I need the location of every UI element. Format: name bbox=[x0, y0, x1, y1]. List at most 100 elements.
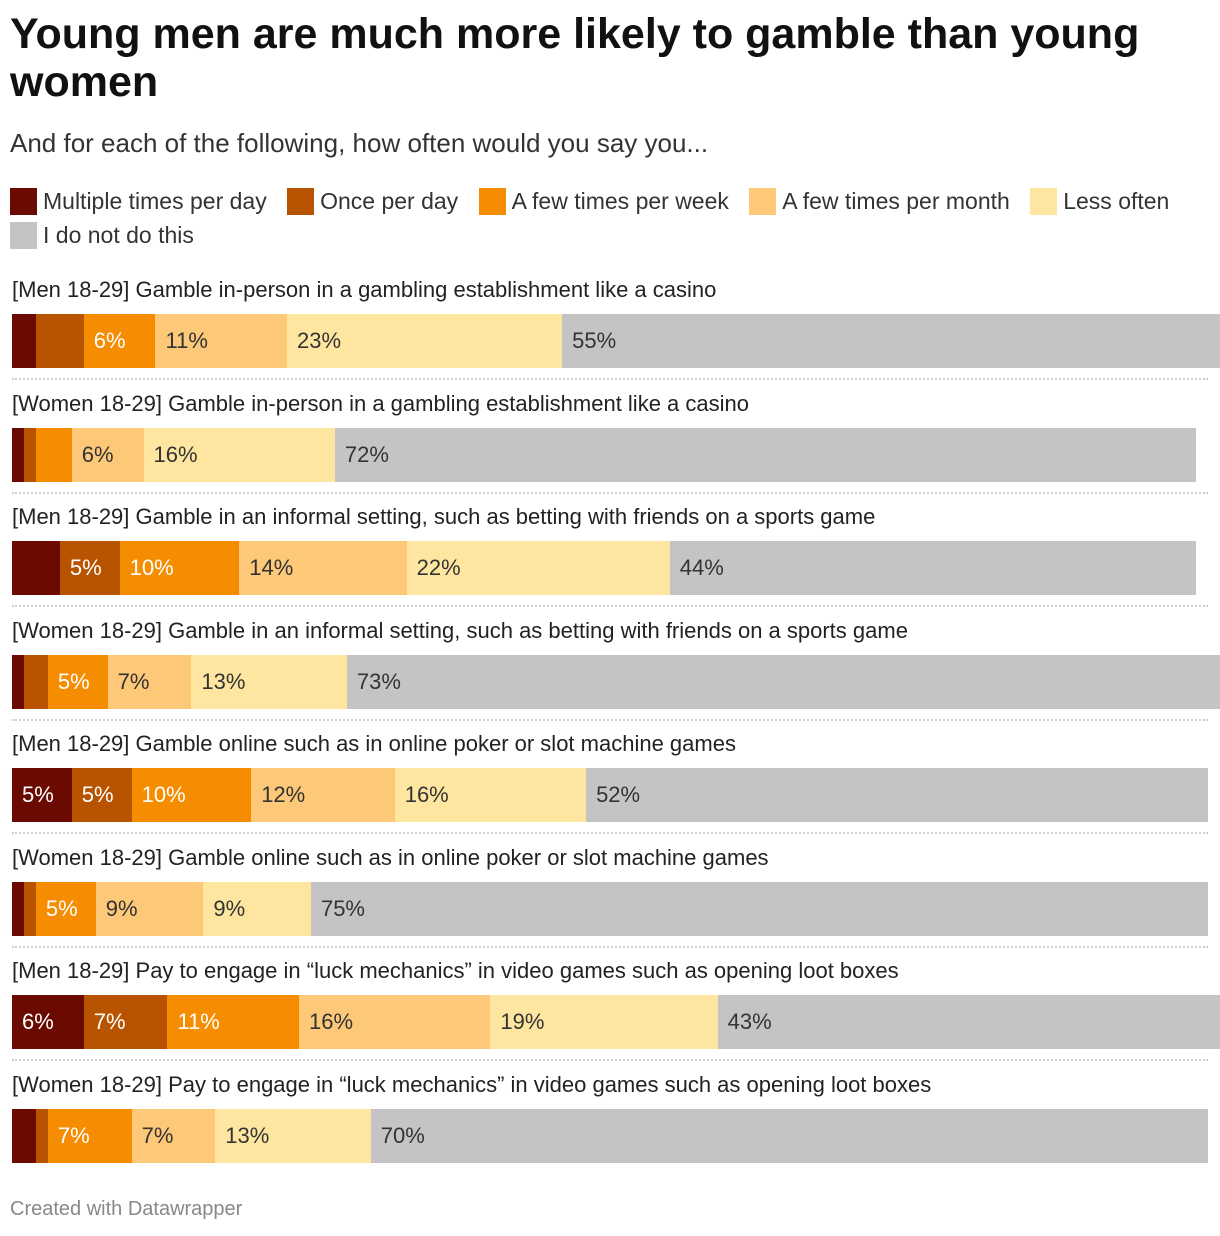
bar-segment: 5% bbox=[59, 541, 120, 595]
data-label: 9% bbox=[213, 895, 246, 921]
legend-label: Less often bbox=[1063, 188, 1170, 214]
data-label: 75% bbox=[320, 895, 365, 921]
data-label: 12% bbox=[261, 782, 306, 807]
data-label: 10% bbox=[129, 555, 174, 580]
bar-segment: 5% bbox=[71, 768, 132, 822]
data-label: 5% bbox=[45, 895, 78, 921]
stacked-bar: 6% 16% 72% bbox=[12, 427, 1196, 482]
row-label: [Men 18-29] Gamble online such as in onl… bbox=[12, 731, 736, 756]
legend-swatch bbox=[478, 188, 506, 215]
data-label: 6% bbox=[22, 1009, 54, 1034]
bar-segment: 7% bbox=[131, 1108, 216, 1163]
stacked-bar: 5% 10% 14% 22% 44% bbox=[12, 541, 1196, 595]
row-divider bbox=[12, 378, 1208, 380]
stacked-bar: 7% 7% 13% 70% bbox=[12, 1108, 1208, 1163]
legend-item: Once per day bbox=[287, 188, 459, 215]
row-label: [Women 18-29] Gamble in-person in a gamb… bbox=[12, 390, 749, 416]
bar-segment bbox=[23, 427, 36, 482]
bar-segment: 16% bbox=[143, 427, 335, 482]
bar-segment bbox=[12, 427, 24, 482]
row-label: [Men 18-29] Gamble in an informal settin… bbox=[12, 504, 876, 529]
bar-segment: 13% bbox=[191, 654, 347, 709]
stacked-bar: 6% 11% 23% 55% bbox=[12, 314, 1220, 368]
bar-segment bbox=[35, 427, 72, 482]
data-label: 7% bbox=[141, 1122, 174, 1148]
bar-segment: 11% bbox=[167, 995, 300, 1049]
legend-swatch bbox=[10, 188, 37, 215]
row-label: [Women 18-29] Gamble in an informal sett… bbox=[12, 617, 908, 643]
data-label: 11% bbox=[165, 328, 208, 353]
bar-segment: 43% bbox=[717, 995, 1220, 1049]
bar-segment: 7% bbox=[107, 654, 192, 709]
legend-item: A few times per month bbox=[749, 188, 1010, 215]
bar-segment: 16% bbox=[299, 995, 491, 1049]
row-divider bbox=[12, 945, 1208, 948]
bar-segment: 70% bbox=[370, 1108, 1208, 1163]
bar-segment bbox=[12, 1108, 36, 1163]
data-label: 14% bbox=[249, 555, 294, 580]
stacked-bar: 5% 5% 10% 12% 16% 52% bbox=[12, 768, 1208, 822]
bar-segment: 52% bbox=[586, 768, 1208, 822]
data-label: 43% bbox=[727, 1009, 772, 1034]
data-label: 22% bbox=[416, 555, 461, 580]
stacked-bar: 5% 9% 9% 75% bbox=[12, 881, 1208, 936]
bar-segment: 5% bbox=[47, 654, 108, 709]
data-label: 7% bbox=[117, 668, 150, 694]
legend-label: A few times per week bbox=[511, 188, 729, 214]
legend-label: Once per day bbox=[320, 188, 459, 214]
bar-segment: 6% bbox=[71, 427, 144, 482]
bar-segment: 6% bbox=[12, 995, 84, 1049]
data-label: 7% bbox=[57, 1122, 90, 1148]
row-label: [Women 18-29] Gamble online such as in o… bbox=[12, 844, 769, 870]
row-label: [Women 18-29] Pay to engage in “luck mec… bbox=[12, 1071, 932, 1097]
row-divider bbox=[12, 491, 1208, 494]
data-label: 7% bbox=[93, 1009, 126, 1034]
data-label: 5% bbox=[22, 782, 54, 807]
data-label: 13% bbox=[201, 668, 246, 694]
data-label: 16% bbox=[404, 782, 449, 807]
bar-segment: 5% bbox=[35, 881, 96, 936]
chart-title: Young men are much more likely to gamble… bbox=[10, 10, 1140, 106]
bar-segment bbox=[35, 314, 84, 368]
data-label: 9% bbox=[105, 895, 138, 921]
stacked-bar: 6% 7% 11% 16% 19% 43% bbox=[12, 995, 1220, 1049]
bar-segment: 7% bbox=[47, 1108, 132, 1163]
legend-swatch bbox=[1030, 188, 1058, 215]
data-label: 10% bbox=[141, 782, 186, 807]
bar-segment bbox=[12, 654, 24, 709]
data-label: 5% bbox=[69, 555, 102, 580]
stacked-bar: 5% 7% 13% 73% bbox=[12, 654, 1220, 709]
row-divider bbox=[12, 718, 1208, 721]
data-label: 44% bbox=[679, 555, 724, 580]
bar-segment: 72% bbox=[334, 427, 1196, 482]
data-label: 55% bbox=[572, 328, 617, 353]
row-label: [Men 18-29] Gamble in-person in a gambli… bbox=[12, 277, 717, 302]
bar-segment: 14% bbox=[239, 541, 407, 595]
data-label: 6% bbox=[93, 328, 126, 353]
bar-segment: 19% bbox=[490, 995, 718, 1049]
legend-item: I do not do this bbox=[10, 222, 194, 249]
chart-subtitle: And for each of the following, how often… bbox=[10, 128, 709, 158]
bar-segment: 55% bbox=[562, 314, 1220, 368]
data-label: 23% bbox=[297, 328, 342, 353]
data-label: 72% bbox=[344, 441, 389, 467]
bar-segment: 22% bbox=[406, 541, 670, 595]
data-label: 13% bbox=[225, 1122, 270, 1148]
row-divider bbox=[12, 1059, 1208, 1061]
legend-label: Multiple times per day bbox=[43, 188, 267, 214]
legend-swatch bbox=[749, 188, 777, 215]
legend-label: I do not do this bbox=[43, 222, 194, 248]
bar-segment: 6% bbox=[83, 314, 156, 368]
bar-segment bbox=[12, 314, 36, 368]
bar-segment: 9% bbox=[95, 881, 204, 936]
bar-segment: 44% bbox=[669, 541, 1196, 595]
data-label: 11% bbox=[177, 1009, 220, 1034]
data-label: 16% bbox=[153, 441, 198, 467]
bar-segment bbox=[23, 654, 48, 709]
footer-credit: Created with Datawrapper bbox=[10, 1198, 243, 1220]
bar-segment: 12% bbox=[251, 768, 395, 822]
bar-segment: 11% bbox=[155, 314, 288, 368]
legend-label: A few times per month bbox=[782, 188, 1010, 214]
row-divider bbox=[12, 832, 1208, 834]
row-divider bbox=[12, 605, 1208, 607]
